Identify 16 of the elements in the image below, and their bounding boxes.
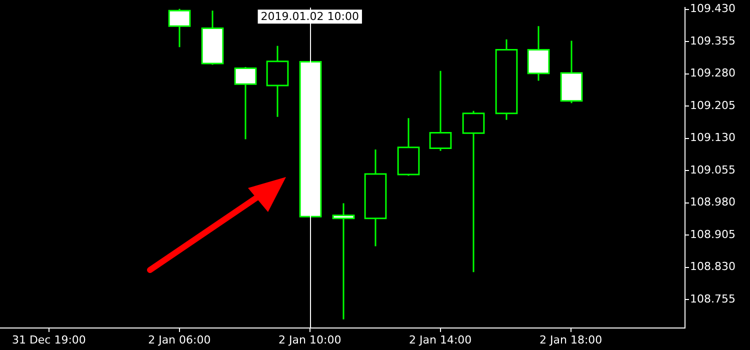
y-tick-label: 108.830 [690,260,736,274]
x-tick-label: 2 Jan 14:00 [409,333,472,346]
y-tick-label: 109.055 [690,163,736,176]
y-tick-label: 108.980 [690,196,736,209]
ref-line-label: 2019.01.02 10:00 [260,10,359,23]
y-tick-label: 108.905 [690,228,736,241]
y-tick-label: 109.355 [690,34,736,48]
y-tick-label: 109.280 [690,66,736,80]
y-tick-label: 109.205 [690,98,736,112]
x-tick-label: 2 Jan 18:00 [540,333,602,346]
y-tick-label: 109.130 [690,131,736,144]
x-tick-label: 31 Dec 19:00 [12,333,86,346]
y-tick-label: 109.430 [690,2,736,16]
x-tick-label: 2 Jan 10:00 [278,333,342,346]
y-tick-label: 108.755 [690,292,736,306]
x-tick-label: 2 Jan 06:00 [148,333,211,346]
